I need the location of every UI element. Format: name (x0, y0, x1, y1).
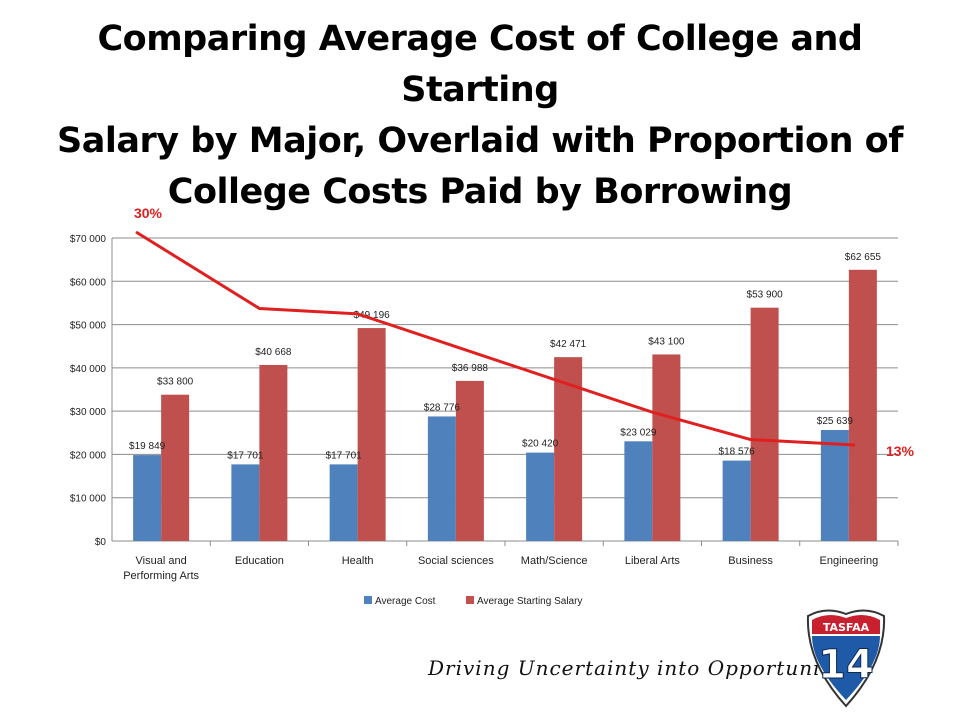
x-category-label: Business (728, 555, 773, 567)
bar-average-starting-salary (357, 328, 386, 541)
y-tick-label: $50 000 (70, 321, 107, 332)
bar-average-cost (231, 464, 260, 541)
data-label-salary: $49 196 (354, 310, 391, 321)
tagline: Driving Uncertainty into Opportunity (428, 656, 842, 680)
logo-top-band (812, 614, 880, 634)
data-label-cost: $17 701 (326, 450, 363, 461)
chart-title: Comparing Average Cost of College and St… (30, 14, 930, 218)
bar-average-starting-salary (848, 269, 877, 541)
y-tick-label: $0 (95, 537, 107, 548)
data-label-salary: $53 900 (747, 290, 784, 301)
borrowing-proportion-line (135, 230, 856, 447)
data-label-salary: $40 668 (255, 347, 292, 358)
data-label-salary: $43 100 (648, 336, 685, 347)
bar-average-cost (820, 430, 849, 541)
data-label-cost: $18 576 (719, 447, 756, 458)
y-tick-label: $30 000 (70, 407, 107, 418)
y-tick-label: $60 000 (70, 277, 107, 288)
y-tick-label: $40 000 (70, 364, 107, 375)
y-tick-label: $70 000 (70, 234, 107, 245)
data-label-salary: $36 988 (452, 363, 489, 374)
bar-average-starting-salary (161, 394, 190, 541)
data-label-salary: $33 800 (157, 377, 194, 388)
x-category-label: Education (235, 555, 284, 567)
logo-shield-body (812, 636, 880, 700)
legend-label-cost: Average Cost (375, 596, 436, 607)
bar-average-starting-salary (259, 364, 288, 541)
x-category-label: Liberal Arts (625, 555, 681, 567)
legend-swatch-cost (364, 596, 372, 604)
bar-average-cost (722, 460, 751, 541)
x-category-label: Health (342, 555, 374, 567)
bar-average-cost (427, 416, 456, 541)
x-category-label: Social sciences (418, 555, 494, 567)
bar-average-starting-salary (750, 307, 779, 541)
data-label-cost: $23 029 (620, 427, 657, 438)
borrowing-start-label: 30% (134, 205, 163, 221)
data-label-salary: $62 655 (845, 252, 882, 263)
data-label-cost: $28 776 (424, 402, 461, 413)
legend-swatch-salary (466, 596, 474, 604)
bar-average-cost (133, 455, 162, 541)
title-line-3: College Costs Paid by Borrowing (167, 172, 793, 212)
y-tick-label: $20 000 (70, 450, 107, 461)
title-line-1: Comparing Average Cost of College and St… (97, 19, 863, 110)
bar-average-starting-salary (652, 354, 681, 541)
logo-number: 14 (818, 642, 874, 688)
data-label-cost: $17 701 (227, 450, 264, 461)
title-line-2: Salary by Major, Overlaid with Proportio… (57, 121, 903, 161)
y-tick-label: $10 000 (70, 494, 107, 505)
data-label-cost: $20 420 (522, 439, 559, 450)
borrowing-end-label: 13% (886, 443, 915, 459)
x-category-label: Math/Science (521, 555, 588, 567)
bar-average-cost (526, 452, 555, 541)
bar-average-cost (329, 464, 358, 541)
bar-average-starting-salary (455, 380, 484, 541)
x-category-label: Performing Arts (123, 570, 199, 582)
tasfaa-logo: TASFAA 14 (806, 609, 886, 708)
logo-text-top: TASFAA (823, 621, 870, 634)
data-label-cost: $19 849 (129, 441, 166, 452)
legend-label-salary: Average Starting Salary (477, 596, 582, 607)
bar-average-cost (624, 441, 653, 541)
data-label-salary: $42 471 (550, 339, 587, 350)
data-label-cost: $25 639 (817, 416, 854, 427)
x-category-label: Engineering (820, 555, 879, 567)
x-category-label: Visual and (136, 555, 187, 567)
